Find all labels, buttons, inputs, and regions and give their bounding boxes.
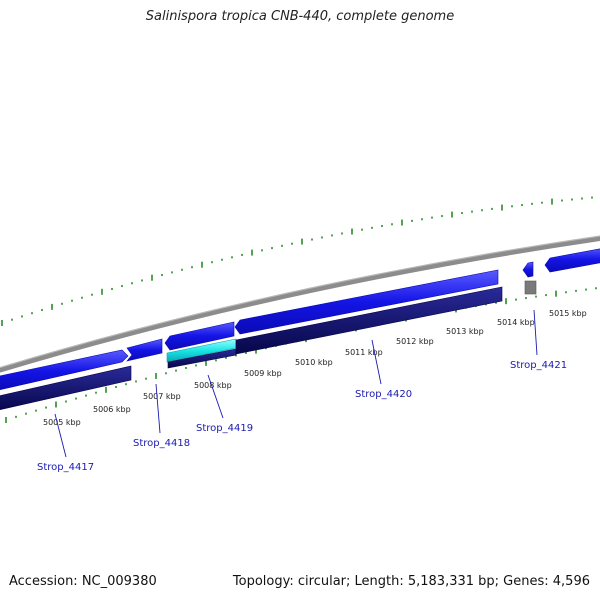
forward-genes — [0, 247, 600, 392]
kbp-label: 5011 kbp — [345, 348, 383, 357]
gc-skew-ticks-outer — [1, 196, 593, 326]
kbp-label: 5008 kbp — [194, 381, 232, 390]
genome-backbone — [0, 235, 600, 373]
kbp-label: 5005 kbp — [43, 418, 81, 427]
gc-skew-ticks-inner — [5, 287, 597, 423]
gene-strop-4419-rev[interactable] — [167, 348, 237, 369]
kbp-scale: 5005 kbp 5006 kbp 5007 kbp 5008 kbp 5009… — [43, 309, 587, 427]
map-title: Salinispora tropica CNB-440, complete ge… — [145, 9, 455, 24]
gene-strop-4417-rev[interactable] — [0, 365, 132, 412]
gene-strop-4421-a[interactable] — [522, 261, 534, 278]
kbp-label: 5006 kbp — [93, 405, 131, 414]
gene-strop-4420-fwd[interactable] — [234, 269, 499, 335]
gene-pseudo[interactable] — [524, 280, 537, 295]
kbp-label: 5014 kbp — [497, 318, 535, 327]
gene-label[interactable]: Strop_4421 — [510, 360, 567, 371]
gene-strop-4417-fwd[interactable] — [0, 349, 129, 392]
reverse-genes — [0, 280, 537, 412]
kbp-label: 5012 kbp — [396, 337, 434, 346]
gene-label-leaders — [54, 309, 538, 458]
accession-text: Accession: NC_009380 — [9, 574, 157, 589]
gene-label[interactable]: Strop_4418 — [133, 438, 190, 449]
gene-strop-4419-fwd[interactable] — [164, 321, 235, 351]
gene-strop-4421-b[interactable] — [544, 247, 600, 273]
gene-labels: Strop_4417 Strop_4418 Strop_4419 Strop_4… — [37, 360, 567, 473]
kbp-label: 5015 kbp — [549, 309, 587, 318]
gene-label[interactable]: Strop_4417 — [37, 462, 94, 473]
kbp-label: 5010 kbp — [295, 358, 333, 367]
kbp-label: 5009 kbp — [244, 369, 282, 378]
kbp-label: 5013 kbp — [446, 327, 484, 336]
gene-strop-4420-rev[interactable] — [235, 286, 503, 355]
gene-strop-4418[interactable] — [126, 338, 163, 362]
gene-label[interactable]: Strop_4420 — [355, 389, 412, 400]
gene-label[interactable]: Strop_4419 — [196, 423, 253, 434]
kbp-label: 5007 kbp — [143, 392, 181, 401]
genome-summary: Topology: circular; Length: 5,183,331 bp… — [232, 574, 590, 589]
